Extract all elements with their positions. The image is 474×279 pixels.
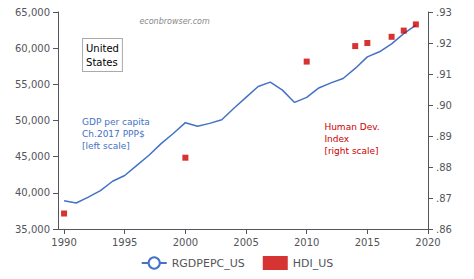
svg-text:.90: .90: [436, 100, 452, 111]
svg-text:.89: .89: [436, 131, 452, 142]
svg-text:.93: .93: [436, 7, 452, 18]
svg-text:1995: 1995: [112, 237, 137, 248]
svg-text:40,000: 40,000: [15, 187, 50, 198]
svg-text:[left scale]: [left scale]: [82, 141, 130, 151]
svg-text:[right scale]: [right scale]: [324, 146, 378, 156]
svg-text:Human Dev.: Human Dev.: [324, 122, 379, 132]
svg-text:econbrowser.com: econbrowser.com: [139, 17, 210, 26]
svg-text:States: States: [86, 57, 118, 68]
svg-text:2000: 2000: [173, 237, 198, 248]
svg-text:55,000: 55,000: [15, 79, 50, 90]
svg-text:.86: .86: [436, 224, 452, 235]
svg-text:GDP per capita: GDP per capita: [82, 117, 150, 127]
svg-text:United: United: [86, 43, 119, 54]
svg-text:.92: .92: [436, 38, 452, 49]
svg-text:50,000: 50,000: [15, 115, 50, 126]
svg-text:60,000: 60,000: [15, 43, 50, 54]
svg-text:.87: .87: [436, 193, 452, 204]
svg-text:.88: .88: [436, 162, 452, 173]
svg-text:RGDPEPC_US: RGDPEPC_US: [172, 257, 245, 270]
svg-text:2020: 2020: [415, 237, 440, 248]
svg-text:2005: 2005: [233, 237, 258, 248]
svg-text:65,000: 65,000: [15, 7, 50, 18]
svg-text:HDI_US: HDI_US: [293, 257, 334, 270]
svg-text:45,000: 45,000: [15, 151, 50, 162]
svg-text:.91: .91: [436, 69, 452, 80]
svg-text:1990: 1990: [51, 237, 76, 248]
svg-text:2015: 2015: [355, 237, 380, 248]
svg-text:35,000: 35,000: [15, 224, 50, 235]
svg-text:Ch.2017 PPP$: Ch.2017 PPP$: [82, 129, 145, 139]
svg-text:Index: Index: [324, 134, 349, 144]
svg-text:2010: 2010: [294, 237, 319, 248]
